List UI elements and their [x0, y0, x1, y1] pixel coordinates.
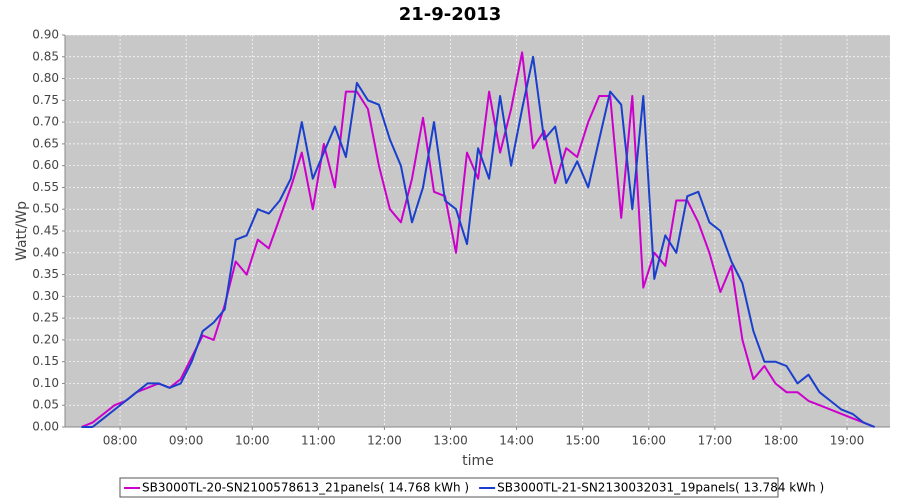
y-tick-label: 0.35: [32, 267, 59, 281]
y-tick-label: 0.10: [32, 376, 59, 390]
series-line: [81, 51, 875, 428]
chart-title: 21-9-2013: [399, 4, 502, 25]
y-tick-label: 0.45: [32, 224, 59, 238]
y-tick-label: 0.05: [32, 398, 59, 412]
x-tick-label: 09:00: [169, 434, 204, 448]
x-tick-label: 19:00: [830, 434, 865, 448]
x-tick-label: 16:00: [631, 434, 666, 448]
x-tick-label: 11:00: [301, 434, 336, 448]
x-tick-label: 10:00: [235, 434, 270, 448]
x-tick-label: 08:00: [103, 434, 138, 448]
y-tick-label: 0.55: [32, 180, 59, 194]
legend: [119, 477, 779, 498]
x-tick-label: 14:00: [499, 434, 534, 448]
y-tick-label: 0.60: [32, 158, 59, 172]
y-tick-label: 0.75: [32, 93, 59, 107]
y-tick-label: 0.65: [32, 136, 59, 150]
y-tick-label: 0.85: [32, 49, 59, 63]
y-tick-label: 0.80: [32, 71, 59, 85]
y-tick-label: 0.50: [32, 202, 59, 216]
y-tick-label: 0.90: [32, 28, 59, 42]
x-tick-label: 12:00: [367, 434, 402, 448]
y-axis-label: Watt/Wp: [14, 201, 30, 261]
x-tick-label: 18:00: [764, 434, 799, 448]
y-tick-label: 0.40: [32, 245, 59, 259]
y-tick-label: 0.70: [32, 115, 59, 129]
legend-label: SB3000TL-21-SN2130032031_19panels( 13.78…: [497, 481, 824, 495]
y-tick-label: 0.15: [32, 354, 59, 368]
x-tick-label: 17:00: [698, 434, 733, 448]
y-tick-label: 0.00: [32, 420, 59, 434]
y-tick-label: 0.20: [32, 332, 59, 346]
y-tick-label: 0.25: [32, 311, 59, 325]
x-tick-label: 13:00: [433, 434, 468, 448]
x-tick-label: 15:00: [565, 434, 600, 448]
y-tick-label: 0.30: [32, 289, 59, 303]
series-line: [81, 55, 875, 428]
legend-label: SB3000TL-20-SN2100578613_21panels( 14.76…: [142, 481, 469, 495]
x-axis-label: time: [462, 453, 494, 469]
